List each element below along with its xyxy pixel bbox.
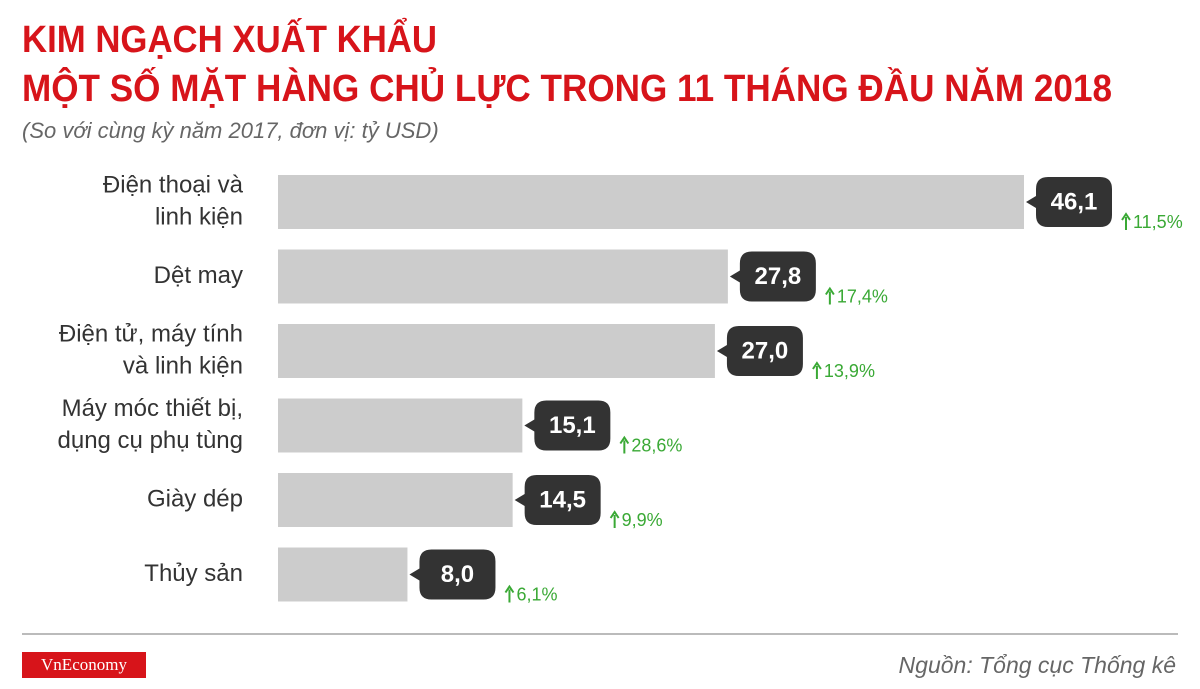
growth-label: 17,4% <box>837 286 888 306</box>
growth-arrow <box>619 435 630 454</box>
bar <box>278 175 1024 229</box>
value-label-bubble <box>1026 177 1112 227</box>
value-label-bubble <box>524 400 611 451</box>
category-label: linh kiện <box>155 203 243 230</box>
category-label: Điện tử, máy tính <box>59 320 243 347</box>
category-label: và linh kiện <box>123 352 243 379</box>
growth-arrow <box>825 286 835 305</box>
value-label: 27,8 <box>755 263 802 290</box>
growth-arrow <box>609 510 620 528</box>
value-label: 27,0 <box>742 337 789 364</box>
value-label-bubble <box>514 475 601 525</box>
source: Nguồn: Tổng cục Thống kê <box>899 652 1176 678</box>
growth-arrow <box>1121 212 1131 230</box>
logo-box <box>22 652 146 678</box>
growth-label: 11,5% <box>1133 212 1183 232</box>
title: MỘT SỐ MẶT HÀNG CHỦ LỰC TRONG 11 THÁNG Đ… <box>22 65 1112 110</box>
bar <box>278 324 715 378</box>
value-label: 15,1 <box>549 412 596 439</box>
value-label-bubble <box>409 549 496 600</box>
value-label: 46,1 <box>1051 188 1098 215</box>
value-label: 14,5 <box>539 486 586 513</box>
growth-label: 6,1% <box>516 584 557 604</box>
growth-label: 9,9% <box>622 510 663 530</box>
category-label: Điện thoại và <box>103 171 244 198</box>
subtitle: (So với cùng kỳ năm 2017, đơn vị: tỷ USD… <box>22 118 439 143</box>
bar <box>278 547 408 602</box>
category-label: Máy móc thiết bị, <box>62 395 243 422</box>
bar <box>278 398 523 453</box>
category-label: dụng cụ phụ tùng <box>58 427 244 454</box>
value-label: 8,0 <box>441 561 474 588</box>
growth-label: 13,9% <box>824 361 875 381</box>
category-label: Dệt may <box>154 262 243 289</box>
category-label: Giày dép <box>147 485 243 512</box>
value-label-bubble <box>716 326 803 376</box>
value-label-bubble <box>729 251 816 302</box>
growth-label: 28,6% <box>631 435 682 455</box>
title: KIM NGẠCH XUẤT KHẨU <box>22 16 437 61</box>
bar <box>278 473 513 527</box>
logo: VnEconomy <box>41 655 127 674</box>
growth-arrow <box>504 584 515 603</box>
bar <box>278 249 728 304</box>
growth-arrow <box>812 361 822 379</box>
category-label: Thủy sản <box>144 560 243 587</box>
